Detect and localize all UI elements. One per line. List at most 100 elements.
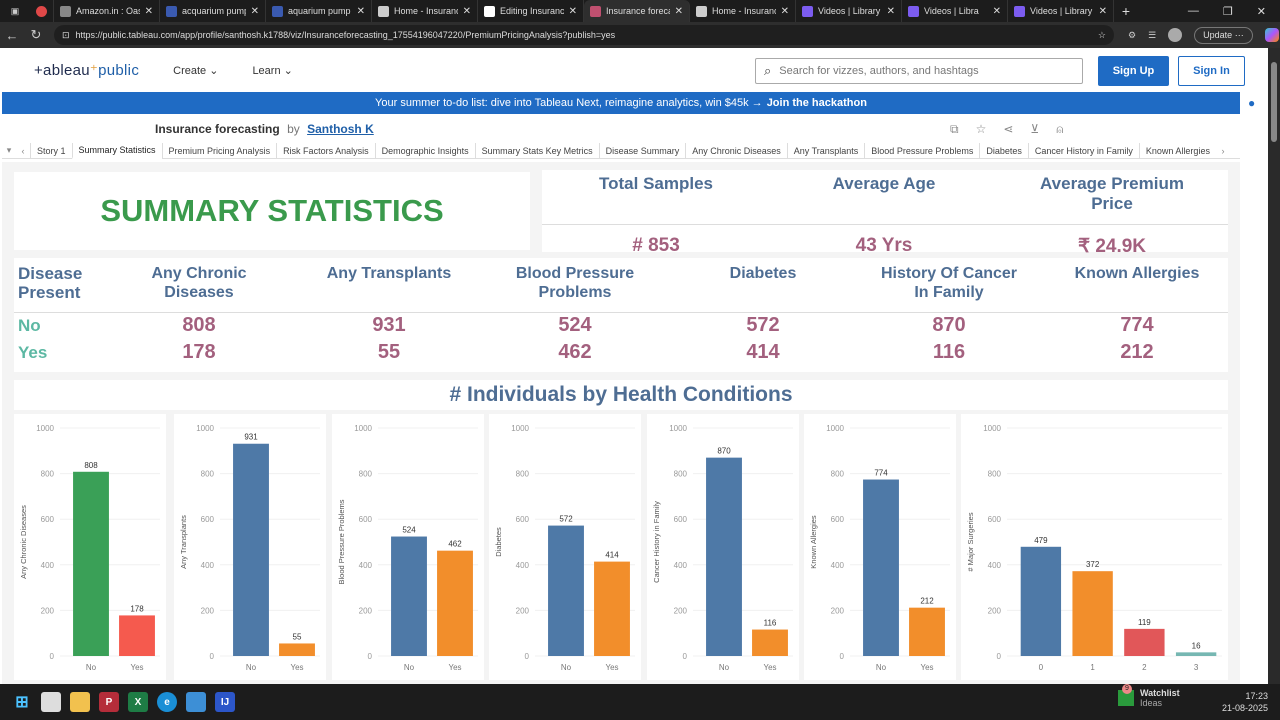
data-label: 774 <box>874 469 888 478</box>
powerpoint-icon[interactable]: P <box>99 692 119 712</box>
new-tab-button[interactable]: + <box>1121 3 1131 19</box>
kpi-label: Average Age <box>832 174 936 193</box>
story-tab[interactable]: Summary Stats Key Metrics <box>474 142 599 159</box>
back-button[interactable]: ← <box>5 27 19 43</box>
restore-button[interactable]: ❐ <box>1222 5 1233 18</box>
tableau-page: +ableau⁺public Create ⌄ Learn ⌄ ⌕ Search… <box>0 48 1268 684</box>
browser-tab[interactable]: Insurance forecast ✕ <box>584 0 690 22</box>
table-cell: 524 <box>558 314 592 336</box>
browser-tab[interactable]: Home - Insurance ✕ <box>372 0 478 22</box>
browser-tab[interactable]: Videos | Library | L ✕ <box>796 0 902 22</box>
y-tick-label: 600 <box>674 515 688 524</box>
copilot-icon[interactable] <box>1264 28 1279 42</box>
bar <box>233 443 269 656</box>
close-tab-icon[interactable]: ✕ <box>780 5 789 17</box>
close-tab-icon[interactable]: ✕ <box>992 5 1001 17</box>
data-label: 572 <box>559 515 573 524</box>
y-tick-label: 400 <box>516 561 530 570</box>
browser-tab[interactable]: acquarium pump v ✕ <box>160 0 266 22</box>
story-tab[interactable]: Any Transplants <box>786 142 865 159</box>
story-tab[interactable]: Blood Pressure Problems <box>864 142 979 159</box>
menu-learn[interactable]: Learn ⌄ <box>252 64 292 77</box>
watchlist-icon: 9 <box>1118 684 1134 706</box>
tab-label: Home - Insurance <box>712 6 776 16</box>
bar-chart-panel: 0 200 400 600 800 1000 Blood Pressure Problems… <box>332 414 484 680</box>
favorites-icon[interactable]: ☰ <box>1148 29 1157 40</box>
refresh-button[interactable]: ↻ <box>30 27 42 42</box>
close-tab-icon[interactable]: ✕ <box>568 5 577 17</box>
close-tab-icon[interactable]: ✕ <box>1098 5 1107 17</box>
sign-in-button[interactable]: Sign In <box>1178 56 1245 86</box>
close-tab-icon[interactable]: ✕ <box>886 5 895 17</box>
intellij-icon[interactable]: IJ <box>215 692 235 712</box>
download-icon[interactable]: ⊻ <box>1030 122 1040 136</box>
url-field[interactable]: ⊡ https://public.tableau.com/app/profile… <box>54 25 1114 45</box>
story-tab[interactable]: Any Chronic Diseases <box>685 142 787 159</box>
excel-icon[interactable]: X <box>128 692 148 712</box>
update-button[interactable]: Update ⋯ <box>1194 26 1253 44</box>
chevron-down-icon: ⌄ <box>209 64 219 77</box>
file-explorer-icon[interactable] <box>70 692 90 712</box>
page-scrollbar[interactable] <box>1268 48 1280 684</box>
story-tab[interactable]: Summary Statistics <box>71 142 162 159</box>
close-tab-icon[interactable]: ✕ <box>356 5 365 17</box>
favorite-star-icon[interactable]: ☆ <box>1097 29 1106 40</box>
tab-actions-icon[interactable]: ▣ <box>10 5 20 16</box>
story-dropdown-icon[interactable]: ▾ <box>6 145 12 155</box>
tableau-public-logo[interactable]: +ableau⁺public <box>34 62 140 79</box>
scrollbar-thumb[interactable] <box>1271 62 1277 142</box>
watchlist-widget[interactable]: 9 Watchlist Ideas <box>1118 684 1180 708</box>
sign-up-button[interactable]: Sign Up <box>1098 56 1169 86</box>
browser-tab[interactable]: Videos | Libra ✕ <box>902 0 1008 22</box>
favorite-icon[interactable]: ☆ <box>975 122 987 136</box>
y-tick-label: 200 <box>831 606 845 615</box>
table-cell: 55 <box>377 341 401 363</box>
recording-icon[interactable] <box>30 0 54 22</box>
story-tab[interactable]: Known Allergies <box>1138 142 1216 159</box>
browser-tab[interactable]: Editing Insurance ✕ <box>478 0 584 22</box>
close-tab-icon[interactable]: ✕ <box>144 5 153 17</box>
story-tab[interactable]: Demographic Insights <box>374 142 475 159</box>
y-tick-label: 600 <box>359 515 373 524</box>
author-link[interactable]: Santhosh K <box>307 122 374 136</box>
minimize-button[interactable]: — <box>1187 4 1199 17</box>
edge-icon[interactable]: e <box>157 692 177 712</box>
badge-icon[interactable]: ⍝ <box>1056 122 1064 136</box>
x-tick-label: No <box>86 663 97 672</box>
story-next-icon[interactable]: › <box>1221 145 1225 156</box>
y-axis-label: Diabetes <box>494 527 503 557</box>
close-window-button[interactable]: ✕ <box>1256 5 1266 18</box>
story-tab[interactable]: Cancer History in Family <box>1027 142 1139 159</box>
copy-icon[interactable]: ⧉ <box>950 122 959 136</box>
system-clock[interactable]: 17:23 21-08-2025 <box>1222 690 1268 714</box>
close-tab-icon[interactable]: ✕ <box>250 5 259 17</box>
windows-start-icon[interactable]: ⊞ <box>15 694 29 711</box>
menu-create[interactable]: Create ⌄ <box>173 64 218 77</box>
story-tab[interactable]: Premium Pricing Analysis <box>161 142 277 159</box>
share-icon[interactable]: ⋖ <box>1003 122 1014 136</box>
search-input[interactable]: ⌕ Search for vizzes, authors, and hashta… <box>755 58 1083 84</box>
lightbulb-icon[interactable]: ● <box>1248 96 1256 110</box>
task-view-icon[interactable] <box>41 692 61 712</box>
browser-tab[interactable]: Videos | Library | L ✕ <box>1008 0 1114 22</box>
data-label: 116 <box>764 619 777 628</box>
story-tab[interactable]: Story 1 <box>30 142 72 159</box>
y-tick-label: 0 <box>368 652 373 661</box>
browser-tab[interactable]: Home - Insurance ✕ <box>690 0 796 22</box>
story-prev-icon[interactable]: ‹ <box>21 145 25 156</box>
browser-tab[interactable]: aquarium pump w ✕ <box>266 0 372 22</box>
desktop-icon[interactable] <box>186 692 206 712</box>
close-tab-icon[interactable]: ✕ <box>462 5 471 17</box>
site-info-icon[interactable]: ⊡ <box>62 29 70 40</box>
close-tab-icon[interactable]: ✕ <box>674 5 683 17</box>
story-tab[interactable]: Risk Factors Analysis <box>276 142 375 159</box>
menu-create-label: Create <box>173 64 207 77</box>
y-tick-label: 800 <box>516 470 530 479</box>
y-tick-label: 200 <box>988 606 1002 615</box>
profile-avatar[interactable] <box>1168 28 1183 42</box>
extensions-icon[interactable]: ⚙ <box>1128 29 1137 40</box>
story-tab[interactable]: Disease Summary <box>598 142 686 159</box>
story-tab[interactable]: Diabetes <box>979 142 1028 159</box>
hackathon-link[interactable]: Join the hackathon <box>766 97 867 109</box>
browser-tab[interactable]: Amazon.in : Oase ✕ <box>54 0 160 22</box>
